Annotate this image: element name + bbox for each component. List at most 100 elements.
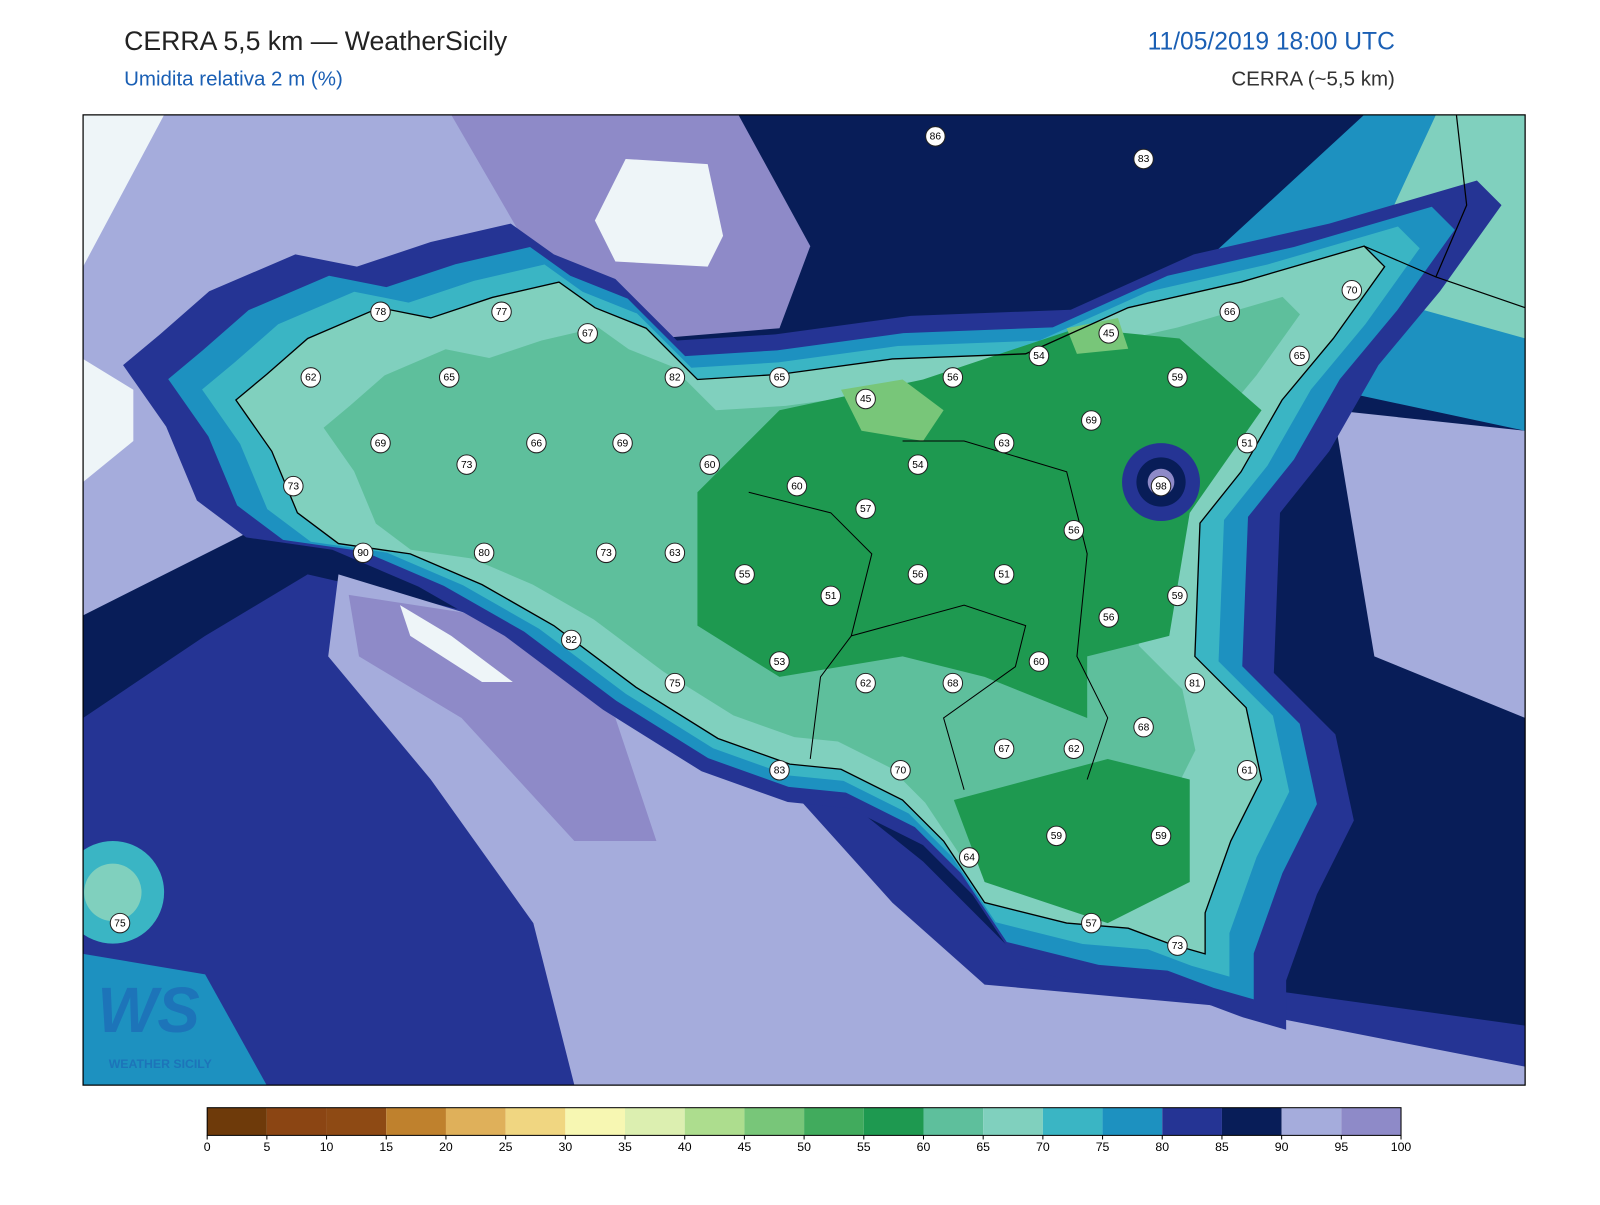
station-marker bbox=[283, 475, 304, 497]
station-value: 60 bbox=[791, 481, 803, 492]
colorbar-tick-label: 5 bbox=[263, 1140, 270, 1154]
station: 56 bbox=[1063, 519, 1085, 541]
station-marker bbox=[1063, 519, 1085, 541]
colorbar-swatch bbox=[983, 1107, 1043, 1136]
station-marker bbox=[890, 759, 911, 781]
station-value: 75 bbox=[669, 678, 681, 689]
province-border bbox=[851, 604, 1027, 790]
station-marker bbox=[942, 672, 964, 694]
colorbar-swatch bbox=[625, 1107, 685, 1136]
station-value: 73 bbox=[1172, 941, 1184, 952]
station: 60 bbox=[786, 475, 808, 497]
station-value: 56 bbox=[1103, 613, 1115, 624]
station-value: 83 bbox=[774, 765, 786, 776]
station-marker bbox=[1098, 323, 1119, 344]
station-marker bbox=[993, 432, 1015, 454]
station-marker bbox=[1219, 301, 1240, 323]
station: 59 bbox=[1167, 585, 1188, 607]
station: 60 bbox=[1028, 651, 1050, 672]
station-value: 69 bbox=[375, 438, 387, 449]
station-marker bbox=[1063, 738, 1085, 759]
colorbar-tick-label: 65 bbox=[976, 1140, 990, 1154]
station-value: 56 bbox=[1068, 525, 1080, 536]
title: CERRA 5,5 km — WeatherSicily bbox=[124, 26, 508, 56]
station-value: 59 bbox=[1172, 373, 1184, 384]
station: 62 bbox=[1063, 738, 1085, 759]
coastline bbox=[1435, 114, 1468, 278]
colorbar-swatch bbox=[565, 1107, 626, 1136]
station: 55 bbox=[734, 564, 755, 585]
station-value: 57 bbox=[1086, 918, 1098, 929]
station-value: 73 bbox=[600, 548, 612, 559]
station-value: 62 bbox=[860, 678, 872, 689]
station-marker bbox=[664, 367, 686, 388]
colorbar-tick-label: 50 bbox=[797, 1140, 811, 1154]
colorbar-swatch bbox=[744, 1107, 805, 1136]
station: 59 bbox=[1046, 825, 1067, 847]
station-marker bbox=[1081, 410, 1102, 431]
colorbar-tick-label: 70 bbox=[1036, 1140, 1050, 1154]
station: 70 bbox=[890, 759, 911, 781]
field-area bbox=[697, 328, 1262, 718]
logo-mark: WS bbox=[97, 975, 199, 1046]
station: 62 bbox=[855, 672, 876, 694]
station-value: 45 bbox=[860, 394, 872, 405]
colorbar-swatch bbox=[684, 1107, 745, 1136]
station: 63 bbox=[993, 432, 1015, 454]
station-value: 77 bbox=[496, 307, 508, 318]
station: 57 bbox=[1081, 912, 1102, 934]
station-value: 73 bbox=[461, 460, 473, 471]
station-value: 90 bbox=[357, 548, 369, 559]
station-marker bbox=[734, 564, 755, 585]
station-marker bbox=[595, 542, 617, 564]
station-marker bbox=[1167, 367, 1188, 388]
station-marker bbox=[1289, 345, 1310, 367]
station-value: 45 bbox=[1103, 329, 1115, 340]
station-marker bbox=[300, 367, 322, 388]
map-frame bbox=[82, 114, 1526, 1086]
station: 56 bbox=[942, 367, 964, 388]
station: 68 bbox=[942, 672, 964, 694]
station-marker bbox=[1236, 759, 1258, 781]
station-marker bbox=[855, 388, 876, 410]
station-value: 55 bbox=[739, 570, 751, 581]
station-marker bbox=[1150, 475, 1172, 497]
station-value: 66 bbox=[531, 438, 543, 449]
station-marker bbox=[370, 301, 391, 323]
station-marker bbox=[786, 475, 808, 497]
station: 73 bbox=[595, 542, 617, 564]
field-area bbox=[83, 358, 134, 483]
station: 66 bbox=[526, 432, 547, 454]
colorbar-tick-label: 10 bbox=[320, 1140, 334, 1154]
station-marker bbox=[925, 126, 946, 147]
station-value: 54 bbox=[912, 460, 924, 471]
colorbar-swatch bbox=[1102, 1107, 1163, 1136]
station-value: 78 bbox=[375, 307, 387, 318]
colorbar-swatch bbox=[804, 1107, 864, 1136]
station: 83 bbox=[1133, 148, 1154, 170]
station-value: 62 bbox=[305, 373, 317, 384]
station-value: 59 bbox=[1155, 831, 1167, 842]
station: 60 bbox=[699, 454, 720, 475]
station-value: 51 bbox=[1241, 438, 1253, 449]
station-marker bbox=[820, 585, 842, 607]
station: 73 bbox=[283, 475, 304, 497]
station-value: 82 bbox=[566, 635, 578, 646]
station: 75 bbox=[664, 672, 686, 694]
stations: 86 83 78 77 67 70 66 45 54 65 62 65 82 65 56 59 45 69 69 66… bbox=[109, 126, 1363, 956]
colorbar-tick-label: 75 bbox=[1096, 1140, 1110, 1154]
colorbar-swatch bbox=[923, 1107, 984, 1136]
station-value: 65 bbox=[774, 373, 786, 384]
station-value: 60 bbox=[1033, 657, 1045, 668]
station-value: 81 bbox=[1189, 678, 1201, 689]
model: CERRA (~5,5 km) bbox=[1231, 67, 1394, 90]
station-value: 68 bbox=[947, 678, 959, 689]
station-value: 69 bbox=[1086, 416, 1098, 427]
station-value: 59 bbox=[1172, 591, 1184, 602]
colorbar-tick-label: 40 bbox=[678, 1140, 692, 1154]
station: 66 bbox=[1219, 301, 1240, 323]
station: 65 bbox=[1289, 345, 1310, 367]
station-value: 57 bbox=[860, 504, 872, 515]
station: 77 bbox=[491, 301, 512, 323]
